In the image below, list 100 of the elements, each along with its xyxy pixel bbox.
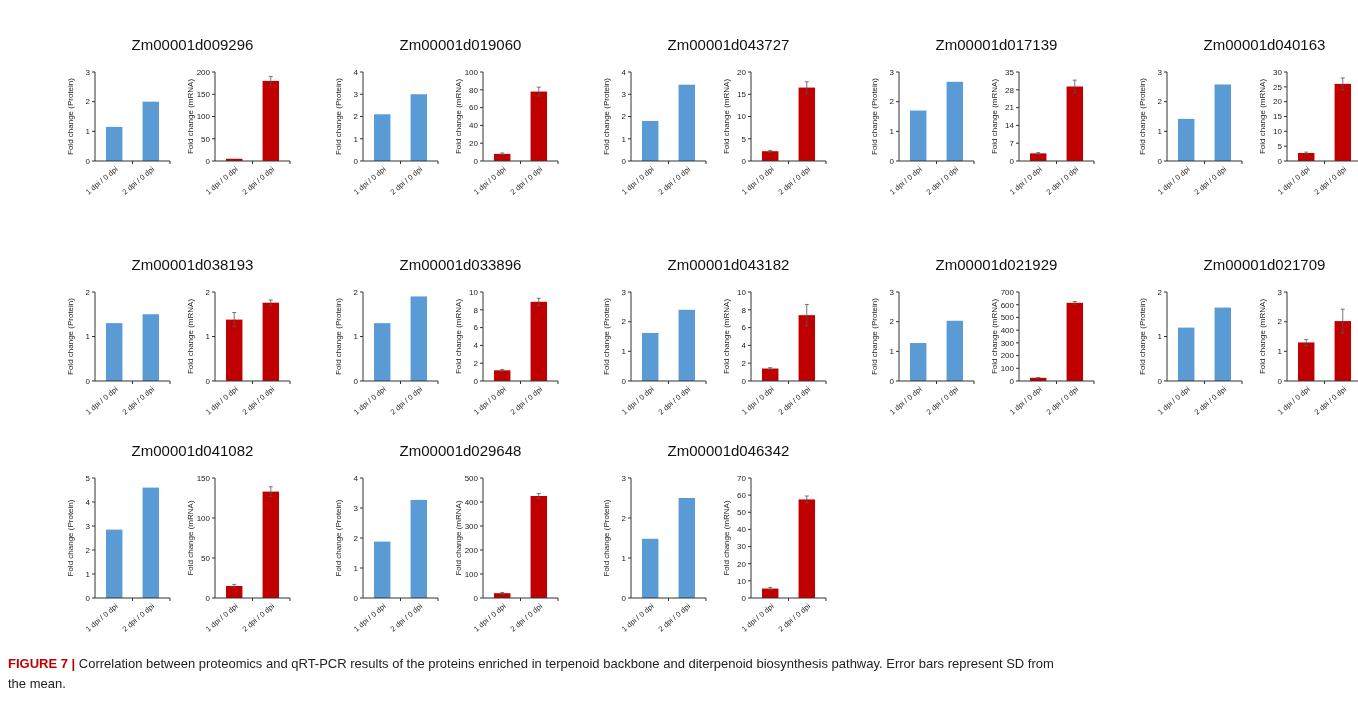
chart-title: Zm00001d009296 — [131, 36, 254, 53]
y-tick-label: 0 — [473, 593, 479, 603]
y-axis-title: Fold change (Protein) — [334, 499, 343, 577]
y-tick-label: 0 — [85, 376, 91, 386]
y-tick-label: 1 — [353, 332, 359, 342]
y-tick-label: 1 — [621, 553, 627, 563]
y-tick-label: 7 — [1009, 139, 1015, 148]
y-tick-label: 500 — [464, 473, 479, 483]
y-tick-label: 20 — [737, 559, 747, 569]
y-tick-label: 50 — [201, 134, 211, 144]
y-tick-label: 0 — [741, 376, 747, 386]
y-tick-label: 500 — [1000, 313, 1015, 323]
y-tick-label: 3 — [1157, 67, 1163, 77]
y-tick-label: 150 — [196, 473, 211, 483]
y-tick-label: 1 — [889, 347, 895, 357]
chart-title: Zm00001d033896 — [399, 256, 522, 273]
y-tick-label: 0 — [473, 376, 479, 386]
y-tick-label: 400 — [464, 497, 479, 507]
y-tick-label: 2 — [889, 317, 895, 327]
y-tick-label: 1 — [85, 127, 91, 137]
chart-title: Zm00001d019060 — [399, 36, 522, 53]
y-tick-label: 20 — [737, 67, 747, 77]
y-tick-label: 20 — [1273, 97, 1283, 107]
y-tick-label: 0 — [205, 156, 211, 166]
y-axis-title: Fold change (mRNA) — [722, 500, 731, 576]
y-tick-label: 2 — [85, 97, 91, 107]
y-tick-label: 0 — [205, 593, 211, 603]
y-axis-title: Fold change (Protein) — [870, 77, 879, 155]
y-axis-title: Fold change (Protein) — [334, 297, 343, 375]
y-tick-label: 0 — [473, 156, 479, 166]
y-axis-title: Fold change (mRNA) — [1258, 78, 1267, 155]
y-tick-label: 28 — [1005, 85, 1015, 95]
y-axis-title: Fold change (mRNA) — [990, 78, 999, 155]
y-axis-title: Fold change (Protein) — [66, 297, 75, 375]
y-tick-label: 200 — [196, 67, 211, 77]
y-tick-label: 6 — [741, 323, 747, 333]
y-tick-label: 300 — [464, 521, 479, 531]
y-axis-title: Fold change (mRNA) — [454, 500, 463, 576]
y-tick-label: 4 — [353, 67, 359, 77]
y-tick-label: 1 — [1157, 127, 1163, 137]
y-tick-label: 100 — [196, 112, 211, 122]
y-axis-title: Fold change (Protein) — [66, 499, 75, 577]
y-tick-label: 10 — [1273, 127, 1283, 137]
y-tick-label: 4 — [473, 341, 479, 351]
y-tick-label: 4 — [85, 497, 91, 507]
y-tick-label: 2 — [621, 317, 627, 327]
y-tick-label: 400 — [1000, 325, 1015, 335]
y-tick-label: 30 — [1273, 67, 1283, 77]
y-tick-label: 2 — [621, 513, 627, 523]
y-tick-label: 70 — [737, 473, 747, 483]
y-tick-label: 15 — [737, 90, 747, 100]
y-tick-label: 0 — [353, 593, 359, 603]
y-axis-title: Fold change (mRNA) — [990, 298, 999, 375]
y-tick-label: 2 — [205, 287, 211, 297]
chart-title: Zm00001d043182 — [667, 256, 790, 273]
y-tick-label: 3 — [889, 67, 895, 77]
y-tick-label: 4 — [621, 67, 627, 77]
y-tick-label: 40 — [469, 121, 479, 131]
y-tick-label: 100 — [1000, 364, 1015, 374]
y-tick-label: 100 — [464, 569, 479, 579]
y-tick-label: 0 — [85, 156, 91, 166]
y-tick-label: 200 — [1000, 351, 1015, 361]
y-tick-label: 3 — [1277, 287, 1283, 297]
y-axis-title: Fold change (mRNA) — [722, 298, 731, 375]
y-tick-label: 10 — [469, 287, 479, 297]
y-axis-title: Fold change (Protein) — [66, 77, 75, 155]
y-tick-label: 10 — [737, 112, 747, 122]
y-tick-label: 1 — [621, 134, 627, 144]
y-axis-title: Fold change (Protein) — [1138, 297, 1147, 375]
y-tick-label: 2 — [889, 97, 895, 107]
y-axis-title: Fold change (mRNA) — [722, 78, 731, 155]
y-tick-label: 20 — [469, 139, 479, 148]
caption: FIGURE 7 | Correlation between proteomics and qRT-PCR results of the proteins enriched in terpenoid backbone and diterpenoid biosynthesis pathway. Error bars represent SD from the mean. — [8, 656, 1054, 691]
y-tick-label: 700 — [1000, 287, 1015, 297]
y-tick-label: 5 — [1277, 141, 1283, 151]
y-tick-label: 25 — [1273, 82, 1283, 92]
y-tick-label: 4 — [741, 341, 747, 351]
y-tick-label: 2 — [621, 112, 627, 122]
y-tick-label: 14 — [1005, 121, 1015, 131]
y-tick-label: 60 — [737, 490, 747, 500]
y-tick-label: 2 — [1157, 287, 1163, 297]
y-tick-label: 3 — [621, 473, 627, 483]
y-tick-label: 2 — [1157, 97, 1163, 107]
y-tick-label: 60 — [469, 103, 479, 113]
y-tick-label: 3 — [85, 521, 91, 531]
y-tick-label: 30 — [737, 542, 747, 552]
y-tick-label: 0 — [889, 156, 895, 166]
y-axis-title: Fold change (Protein) — [602, 297, 611, 375]
y-tick-label: 10 — [737, 287, 747, 297]
y-axis-title: Fold change (mRNA) — [186, 500, 195, 576]
y-tick-label: 0 — [621, 156, 627, 166]
y-tick-label: 0 — [621, 593, 627, 603]
y-tick-label: 0 — [1157, 376, 1163, 386]
y-tick-label: 3 — [889, 287, 895, 297]
y-tick-label: 0 — [85, 593, 91, 603]
y-tick-label: 300 — [1000, 338, 1015, 348]
chart-title: Zm00001d021709 — [1203, 256, 1326, 273]
y-tick-label: 1 — [889, 127, 895, 137]
y-tick-label: 0 — [1277, 376, 1283, 386]
y-tick-label: 0 — [353, 156, 359, 166]
